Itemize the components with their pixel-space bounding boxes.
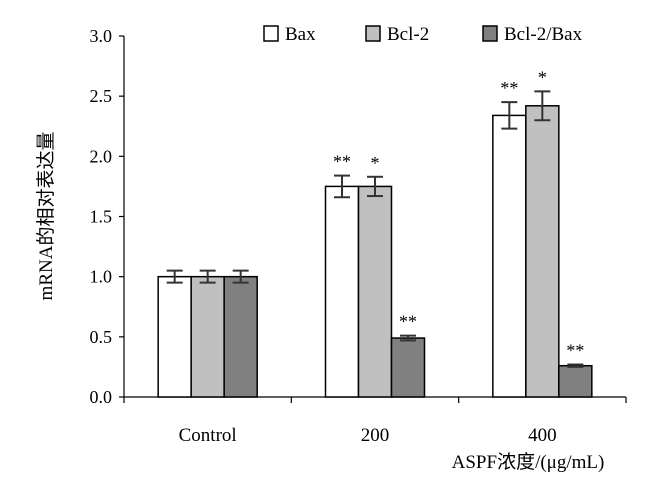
y-axis-label: mRNA的相对表达量 <box>35 132 57 301</box>
bar-bcl-2-Control <box>190 275 225 398</box>
bar-bcl-2-200 <box>357 185 393 398</box>
y-tick-label: 1.5 <box>90 207 113 227</box>
y-tick-label: 0.5 <box>90 327 113 347</box>
bar-bcl-2-bax-Control <box>223 275 258 398</box>
axes: 0.0 0.5 1.0 1.5 2.0 2.5 3.0 Control 200 400 <box>90 26 627 446</box>
bar-bcl-2-bax-200 <box>390 337 426 398</box>
legend-label: Bcl-2/Bax <box>504 24 583 45</box>
legend-label: Bcl-2 <box>387 24 429 45</box>
significance-mark: ** <box>566 341 584 361</box>
x-tick-label: 200 <box>361 425 390 446</box>
significance-mark: * <box>538 67 547 87</box>
significance-mark: ** <box>333 152 351 172</box>
bar-bax-400 <box>492 114 527 398</box>
x-axis-label: ASPF浓度/(μg/mL) <box>452 451 605 473</box>
significance-annotations: ** ******** <box>333 67 584 360</box>
bar-bax-200 <box>324 185 360 398</box>
bar-bcl-2-bax-400 <box>558 364 593 398</box>
x-tick-label: 400 <box>528 425 557 446</box>
legend-swatch <box>263 25 279 42</box>
bars <box>157 90 593 398</box>
significance-mark: ** <box>399 312 417 332</box>
significance-mark: ** <box>500 78 518 98</box>
legend-swatch <box>365 25 381 42</box>
legend: Bax Bcl-2 Bcl-2/Bax <box>263 24 583 45</box>
x-tick-label: Control <box>179 425 237 446</box>
y-tick-label: 2.5 <box>90 86 113 106</box>
legend-label: Bax <box>285 24 316 45</box>
legend-swatch <box>482 25 498 42</box>
y-tick-label: 3.0 <box>90 26 113 46</box>
y-tick-label: 2.0 <box>90 146 113 166</box>
bar-bcl-2-400 <box>525 105 560 398</box>
y-tick-label: 0.0 <box>90 387 113 407</box>
y-tick-label: 1.0 <box>90 267 113 287</box>
significance-mark: * <box>371 153 380 173</box>
bar-bax-Control <box>157 275 192 398</box>
